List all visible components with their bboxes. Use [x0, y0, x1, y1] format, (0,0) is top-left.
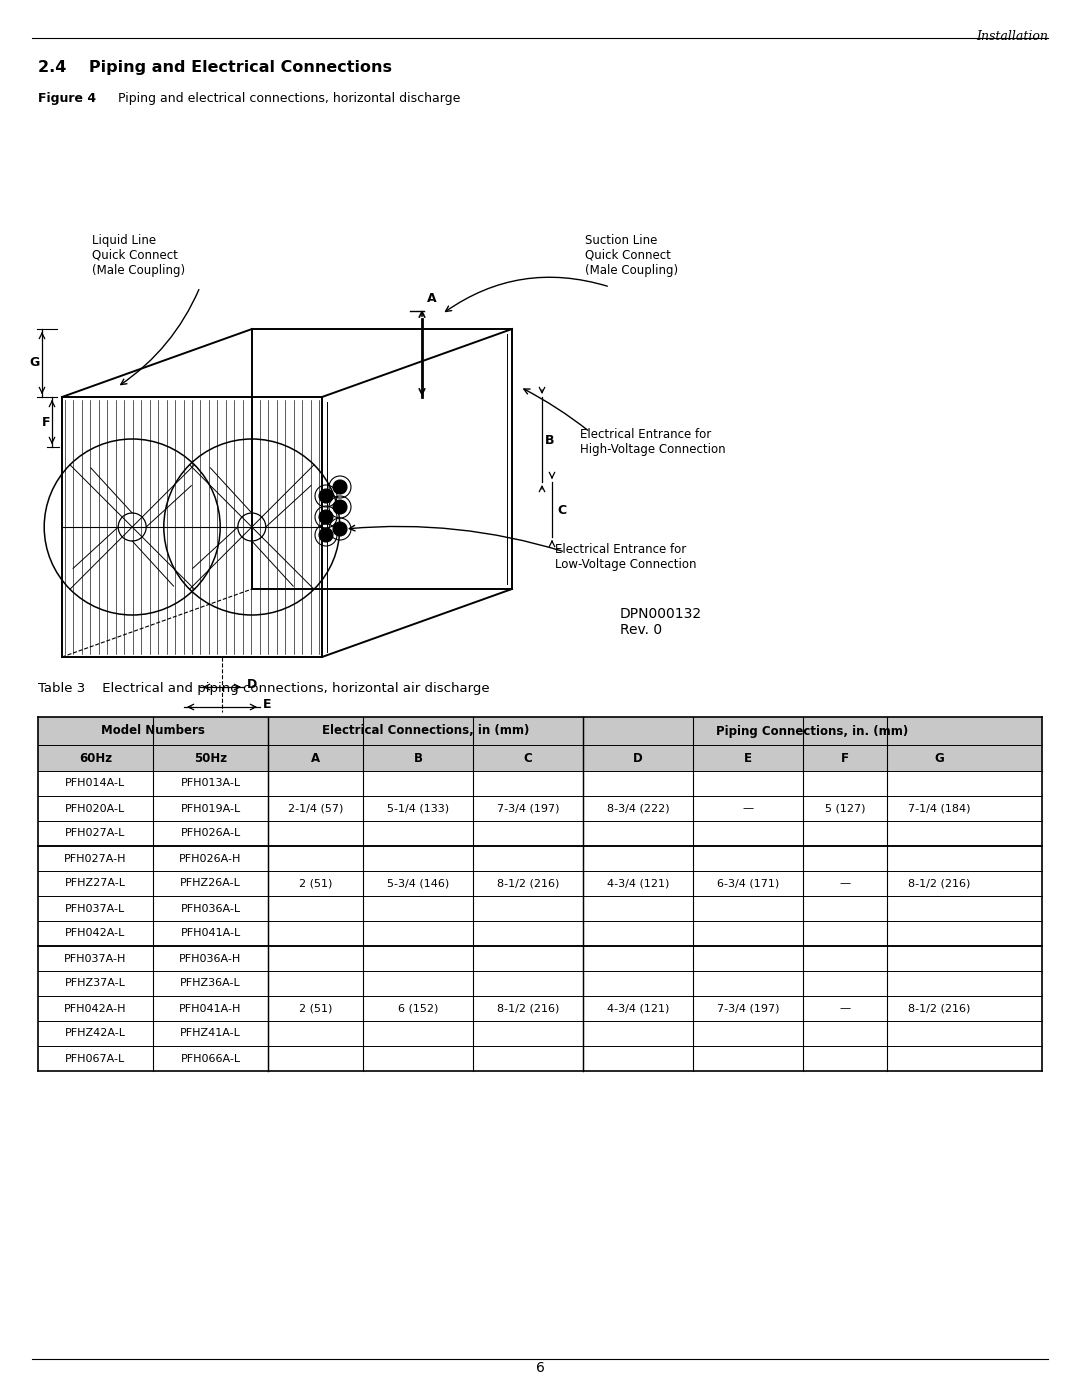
- Text: E: E: [744, 752, 752, 764]
- Text: E: E: [264, 698, 271, 711]
- Text: PFH041A-H: PFH041A-H: [179, 1003, 242, 1013]
- Text: G: G: [30, 356, 40, 369]
- Text: 50Hz: 50Hz: [194, 752, 227, 764]
- Text: PFH037A-H: PFH037A-H: [65, 954, 126, 964]
- Circle shape: [333, 481, 347, 495]
- Text: PFH014A-L: PFH014A-L: [66, 778, 125, 788]
- Text: Piping and electrical connections, horizontal discharge: Piping and electrical connections, horiz…: [118, 92, 460, 105]
- Text: B: B: [414, 752, 422, 764]
- Text: 4-3/4 (121): 4-3/4 (121): [607, 879, 670, 888]
- Text: PFH013A-L: PFH013A-L: [180, 778, 241, 788]
- Text: PFHZ36A-L: PFHZ36A-L: [180, 978, 241, 989]
- Text: PFH036A-L: PFH036A-L: [180, 904, 241, 914]
- Text: PFH026A-L: PFH026A-L: [180, 828, 241, 838]
- Text: 8-1/2 (216): 8-1/2 (216): [908, 1003, 971, 1013]
- Circle shape: [319, 489, 333, 503]
- Circle shape: [333, 522, 347, 536]
- Text: 6-3/4 (171): 6-3/4 (171): [717, 879, 779, 888]
- Text: PFH066A-L: PFH066A-L: [180, 1053, 241, 1063]
- Text: Installation: Installation: [976, 29, 1048, 43]
- Text: 8-3/4 (222): 8-3/4 (222): [607, 803, 670, 813]
- Text: C: C: [557, 503, 566, 517]
- Text: PFHZ37A-L: PFHZ37A-L: [65, 978, 126, 989]
- Text: PFH026A-H: PFH026A-H: [179, 854, 242, 863]
- Text: PFH036A-H: PFH036A-H: [179, 954, 242, 964]
- Text: —: —: [839, 879, 851, 888]
- Text: PFHZ27A-L: PFHZ27A-L: [65, 879, 126, 888]
- Text: F: F: [841, 752, 849, 764]
- Text: 5-1/4 (133): 5-1/4 (133): [387, 803, 449, 813]
- Text: 4-3/4 (121): 4-3/4 (121): [607, 1003, 670, 1013]
- Text: 7-3/4 (197): 7-3/4 (197): [497, 803, 559, 813]
- Bar: [38, 745, 1042, 771]
- Text: PFH027A-H: PFH027A-H: [64, 854, 126, 863]
- Text: 5 (127): 5 (127): [825, 803, 865, 813]
- Text: Suction Line
Quick Connect
(Male Coupling): Suction Line Quick Connect (Male Couplin…: [585, 235, 678, 277]
- Text: —: —: [839, 1003, 851, 1013]
- Text: PFHZ26A-L: PFHZ26A-L: [180, 879, 241, 888]
- Text: Electrical Connections, in (mm): Electrical Connections, in (mm): [322, 725, 529, 738]
- Text: 7-1/4 (184): 7-1/4 (184): [908, 803, 971, 813]
- Text: Model Numbers: Model Numbers: [102, 725, 205, 738]
- Text: Figure 4: Figure 4: [38, 92, 96, 105]
- Text: Piping Connections, in. (mm): Piping Connections, in. (mm): [716, 725, 908, 738]
- Text: PFH027A-L: PFH027A-L: [65, 828, 125, 838]
- Circle shape: [333, 500, 347, 514]
- Text: Table 3    Electrical and piping connections, horizontal air discharge: Table 3 Electrical and piping connection…: [38, 682, 489, 694]
- Text: F: F: [41, 415, 50, 429]
- Text: PFH019A-L: PFH019A-L: [180, 803, 241, 813]
- Text: PFH067A-L: PFH067A-L: [66, 1053, 125, 1063]
- Text: 8-1/2 (216): 8-1/2 (216): [497, 879, 559, 888]
- Text: 6: 6: [536, 1361, 544, 1375]
- Text: Liquid Line
Quick Connect
(Male Coupling): Liquid Line Quick Connect (Male Coupling…: [92, 235, 185, 277]
- Text: D: D: [247, 679, 257, 692]
- Text: A: A: [427, 292, 436, 305]
- Text: D: D: [633, 752, 643, 764]
- Text: PFH041A-L: PFH041A-L: [180, 929, 241, 939]
- Text: —: —: [742, 803, 754, 813]
- Text: PFH037A-L: PFH037A-L: [66, 904, 125, 914]
- Bar: [38, 717, 1042, 745]
- Text: PFH042A-L: PFH042A-L: [65, 929, 125, 939]
- Text: 8-1/2 (216): 8-1/2 (216): [497, 1003, 559, 1013]
- Text: 7-3/4 (197): 7-3/4 (197): [717, 1003, 780, 1013]
- Circle shape: [319, 528, 333, 542]
- Text: 2 (51): 2 (51): [299, 879, 333, 888]
- Circle shape: [319, 510, 333, 524]
- Text: PFH020A-L: PFH020A-L: [66, 803, 125, 813]
- Text: DPN000132
Rev. 0: DPN000132 Rev. 0: [620, 608, 702, 637]
- Text: 8-1/2 (216): 8-1/2 (216): [908, 879, 971, 888]
- Text: PFH042A-H: PFH042A-H: [64, 1003, 126, 1013]
- Text: G: G: [934, 752, 944, 764]
- Text: 2 (51): 2 (51): [299, 1003, 333, 1013]
- Text: 2-1/4 (57): 2-1/4 (57): [287, 803, 343, 813]
- Text: 2.4    Piping and Electrical Connections: 2.4 Piping and Electrical Connections: [38, 60, 392, 75]
- Text: C: C: [524, 752, 532, 764]
- Text: Electrical Entrance for
High-Voltage Connection: Electrical Entrance for High-Voltage Con…: [580, 427, 726, 455]
- Text: PFHZ42A-L: PFHZ42A-L: [65, 1028, 126, 1038]
- Text: 6 (152): 6 (152): [397, 1003, 438, 1013]
- Text: 60Hz: 60Hz: [79, 752, 112, 764]
- Text: Electrical Entrance for
Low-Voltage Connection: Electrical Entrance for Low-Voltage Conn…: [555, 543, 697, 571]
- Text: 5-3/4 (146): 5-3/4 (146): [387, 879, 449, 888]
- Text: B: B: [545, 433, 554, 447]
- Text: PFHZ41A-L: PFHZ41A-L: [180, 1028, 241, 1038]
- Text: A: A: [311, 752, 320, 764]
